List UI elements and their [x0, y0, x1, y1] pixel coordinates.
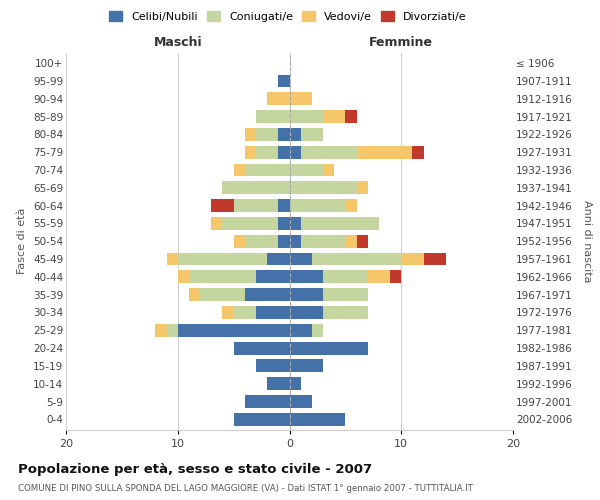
Bar — [256, 360, 290, 372]
Bar — [256, 146, 278, 158]
Legend: Celibi/Nubili, Coniugati/e, Vedovi/e, Divorziati/e: Celibi/Nubili, Coniugati/e, Vedovi/e, Di… — [106, 8, 470, 25]
Bar — [245, 288, 290, 301]
Bar — [323, 164, 334, 176]
Bar — [323, 288, 368, 301]
Bar — [233, 342, 290, 354]
Bar — [178, 270, 189, 283]
Bar — [301, 217, 379, 230]
Bar — [290, 235, 301, 248]
Text: Femmine: Femmine — [369, 36, 433, 49]
Bar — [346, 199, 356, 212]
Bar — [424, 252, 446, 266]
Bar — [290, 360, 323, 372]
Bar — [356, 182, 368, 194]
Bar — [155, 324, 167, 336]
Bar — [301, 128, 323, 141]
Bar — [278, 146, 290, 158]
Bar — [290, 306, 323, 319]
Bar — [412, 146, 424, 158]
Text: Popolazione per età, sesso e stato civile - 2007: Popolazione per età, sesso e stato civil… — [18, 462, 372, 475]
Bar — [167, 252, 178, 266]
Bar — [323, 306, 368, 319]
Bar — [278, 199, 290, 212]
Bar — [278, 217, 290, 230]
Bar — [323, 110, 346, 123]
Bar — [278, 74, 290, 88]
Bar — [356, 235, 368, 248]
Bar — [267, 92, 290, 105]
Bar — [401, 252, 424, 266]
Bar — [278, 128, 290, 141]
Y-axis label: Anni di nascita: Anni di nascita — [582, 200, 592, 282]
Bar — [256, 270, 290, 283]
Bar — [233, 235, 245, 248]
Bar — [245, 395, 290, 408]
Bar — [312, 324, 323, 336]
Bar — [278, 235, 290, 248]
Bar — [290, 146, 301, 158]
Bar — [233, 199, 278, 212]
Bar — [211, 217, 223, 230]
Text: COMUNE DI PINO SULLA SPONDA DEL LAGO MAGGIORE (VA) - Dati ISTAT 1° gennaio 2007 : COMUNE DI PINO SULLA SPONDA DEL LAGO MAG… — [18, 484, 473, 493]
Bar — [290, 199, 346, 212]
Bar — [290, 395, 312, 408]
Bar — [290, 252, 312, 266]
Bar — [233, 306, 256, 319]
Bar — [312, 252, 401, 266]
Bar — [346, 110, 356, 123]
Bar — [223, 217, 278, 230]
Bar — [189, 270, 256, 283]
Bar — [211, 199, 233, 212]
Bar — [267, 378, 290, 390]
Bar — [301, 235, 346, 248]
Bar — [245, 146, 256, 158]
Bar — [346, 235, 356, 248]
Bar — [290, 128, 301, 141]
Bar — [290, 182, 356, 194]
Bar — [245, 128, 256, 141]
Bar — [290, 378, 301, 390]
Bar — [290, 413, 346, 426]
Y-axis label: Fasce di età: Fasce di età — [17, 208, 28, 274]
Bar — [368, 270, 390, 283]
Bar — [233, 413, 290, 426]
Bar — [301, 146, 356, 158]
Text: Maschi: Maschi — [154, 36, 202, 49]
Bar — [245, 235, 278, 248]
Bar — [290, 270, 323, 283]
Bar — [167, 324, 178, 336]
Bar — [223, 306, 233, 319]
Bar — [290, 164, 323, 176]
Bar — [233, 164, 245, 176]
Bar — [290, 217, 301, 230]
Bar — [178, 324, 290, 336]
Bar — [290, 342, 368, 354]
Bar — [290, 110, 323, 123]
Bar — [256, 306, 290, 319]
Bar — [267, 252, 290, 266]
Bar — [223, 182, 290, 194]
Bar — [256, 110, 290, 123]
Bar — [256, 128, 278, 141]
Bar — [290, 288, 323, 301]
Bar — [178, 252, 267, 266]
Bar — [290, 324, 312, 336]
Bar — [189, 288, 200, 301]
Bar — [200, 288, 245, 301]
Bar — [356, 146, 412, 158]
Bar — [245, 164, 290, 176]
Bar — [323, 270, 368, 283]
Bar — [390, 270, 401, 283]
Bar — [290, 92, 312, 105]
